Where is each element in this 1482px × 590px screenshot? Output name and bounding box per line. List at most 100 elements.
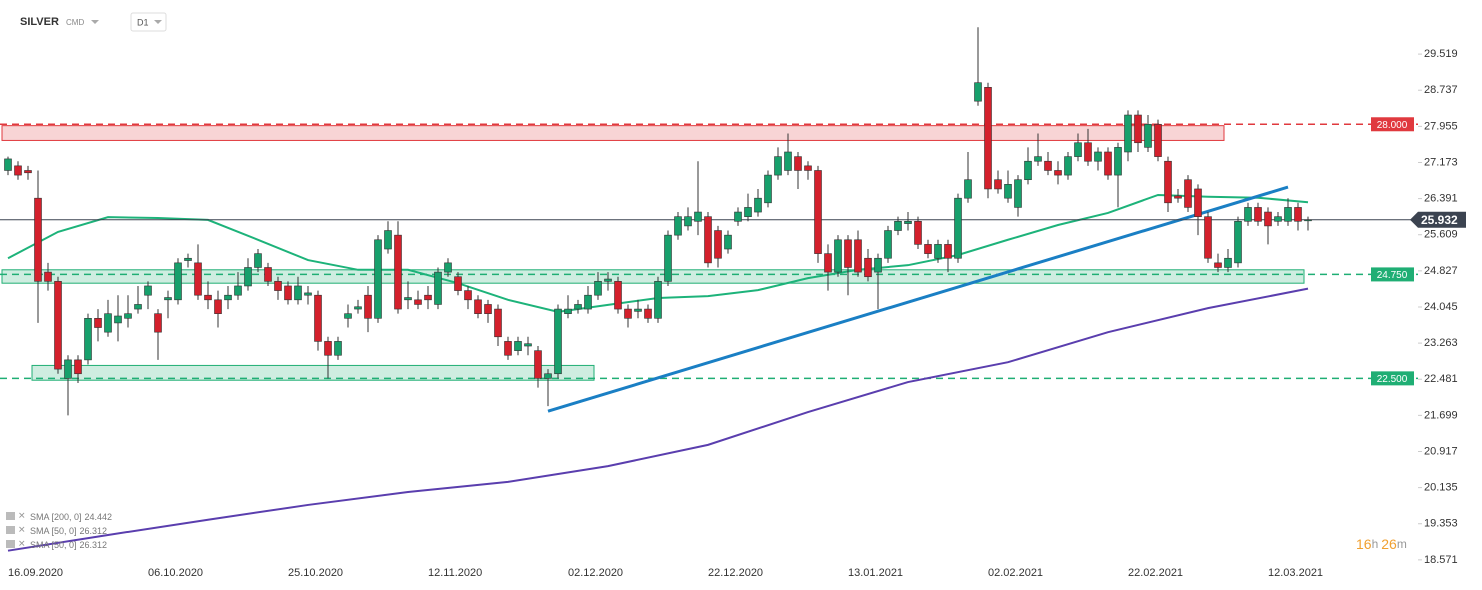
y-tick-label: 25.609 (1424, 229, 1458, 241)
candle-body (124, 313, 132, 319)
candle-body (504, 341, 512, 356)
candle-body (1184, 179, 1192, 208)
candle-body (494, 308, 502, 338)
candle-body (34, 197, 42, 282)
y-tick-label: 20.917 (1424, 445, 1458, 457)
candle-body (1164, 160, 1172, 204)
candle-body (154, 313, 162, 333)
candle-body (884, 230, 892, 259)
candle-body (894, 220, 902, 231)
y-tick-label: 24.827 (1424, 265, 1458, 277)
candle-body (984, 87, 992, 190)
candle-body (94, 318, 102, 328)
candle-body (404, 297, 412, 301)
candle-body (794, 156, 802, 171)
candle-body (204, 294, 212, 301)
candle-body (54, 281, 62, 370)
candle-body (1244, 207, 1252, 222)
level-badge (1371, 371, 1414, 386)
candle-body (1234, 220, 1242, 264)
candle-body (934, 244, 942, 259)
candle-body (664, 234, 672, 282)
candle-body (614, 281, 622, 310)
svg-text:✕: ✕ (18, 510, 26, 520)
candle-body (344, 313, 352, 319)
candle-body (1204, 216, 1212, 259)
candle-body (444, 262, 452, 273)
candle-body (254, 253, 262, 268)
candle-body (84, 318, 92, 361)
candle-body (424, 294, 432, 301)
candle-body (194, 262, 202, 296)
market[interactable]: CMD (66, 18, 84, 27)
candle-body (534, 350, 542, 379)
candle-body (844, 239, 852, 268)
y-tick-label: 20.135 (1424, 482, 1458, 494)
candle-body (814, 170, 822, 254)
symbol[interactable]: SILVER (20, 16, 59, 28)
level-label: 22.500 (1377, 374, 1408, 385)
candle-body (454, 276, 462, 291)
candle-body (674, 216, 682, 236)
candle-body (174, 262, 182, 301)
candle-body (764, 174, 772, 204)
candle-body (774, 156, 782, 176)
interval-box[interactable] (130, 12, 167, 32)
y-tick-label: 22.481 (1424, 373, 1458, 385)
candle-body (274, 281, 282, 291)
candle-body (414, 299, 422, 305)
candle-body (104, 313, 112, 333)
x-tick-label: 13.01.2021 (848, 567, 903, 579)
candle-body (294, 285, 302, 301)
candle-body (684, 216, 692, 227)
candle-body (434, 271, 442, 305)
candle-body (1134, 114, 1142, 144)
candle-body (1224, 257, 1232, 268)
candle-body (1074, 142, 1082, 157)
candle-body (624, 308, 632, 319)
legend-entry: SMA [50, 0] 26.312 (30, 526, 107, 536)
candle-body (314, 294, 322, 342)
last-price-label: 25.932 (1421, 213, 1458, 227)
y-tick-label: 26.391 (1424, 193, 1458, 205)
candle-body (1284, 207, 1292, 222)
candle-body (1144, 123, 1152, 148)
y-tick-label: 29.519 (1424, 48, 1458, 60)
candle-body (1054, 170, 1062, 176)
candle-body (974, 82, 982, 102)
x-tick-label: 12.03.2021 (1268, 567, 1323, 579)
candle-body (904, 220, 912, 224)
y-tick-label: 19.353 (1424, 518, 1458, 530)
candle-body (824, 253, 832, 273)
candle-body (954, 197, 962, 259)
candle-body (514, 341, 522, 351)
legend-name: SMA [200, 0] (30, 512, 82, 522)
interval[interactable]: D1 (137, 17, 149, 27)
candle-body (464, 290, 472, 301)
x-tick-label: 25.10.2020 (288, 567, 343, 579)
candle-body (714, 230, 722, 259)
candle-body (694, 211, 702, 222)
candle-body (854, 239, 862, 273)
candle-body (374, 239, 382, 319)
market-caret[interactable] (91, 20, 99, 24)
candle-body (754, 197, 762, 213)
candle-body (384, 230, 392, 250)
candle-body (864, 257, 872, 278)
countdown: 16h 26m (1356, 536, 1407, 552)
candle-body (1014, 179, 1022, 208)
candle-body (944, 244, 952, 259)
level-badge (1371, 117, 1414, 132)
legend-entry: SMA [50, 0] 26.312 (30, 540, 107, 550)
candle-body (134, 304, 142, 310)
candle-body (74, 359, 82, 375)
candle-body (184, 257, 192, 261)
candle-body (164, 297, 172, 301)
candle-body (1194, 188, 1202, 217)
candle-body (1254, 207, 1262, 222)
level-label: 28.000 (1377, 120, 1408, 131)
candle-body (44, 271, 52, 282)
candle-body (234, 285, 242, 296)
legend-entry: SMA [200, 0] 24.442 (30, 512, 112, 522)
